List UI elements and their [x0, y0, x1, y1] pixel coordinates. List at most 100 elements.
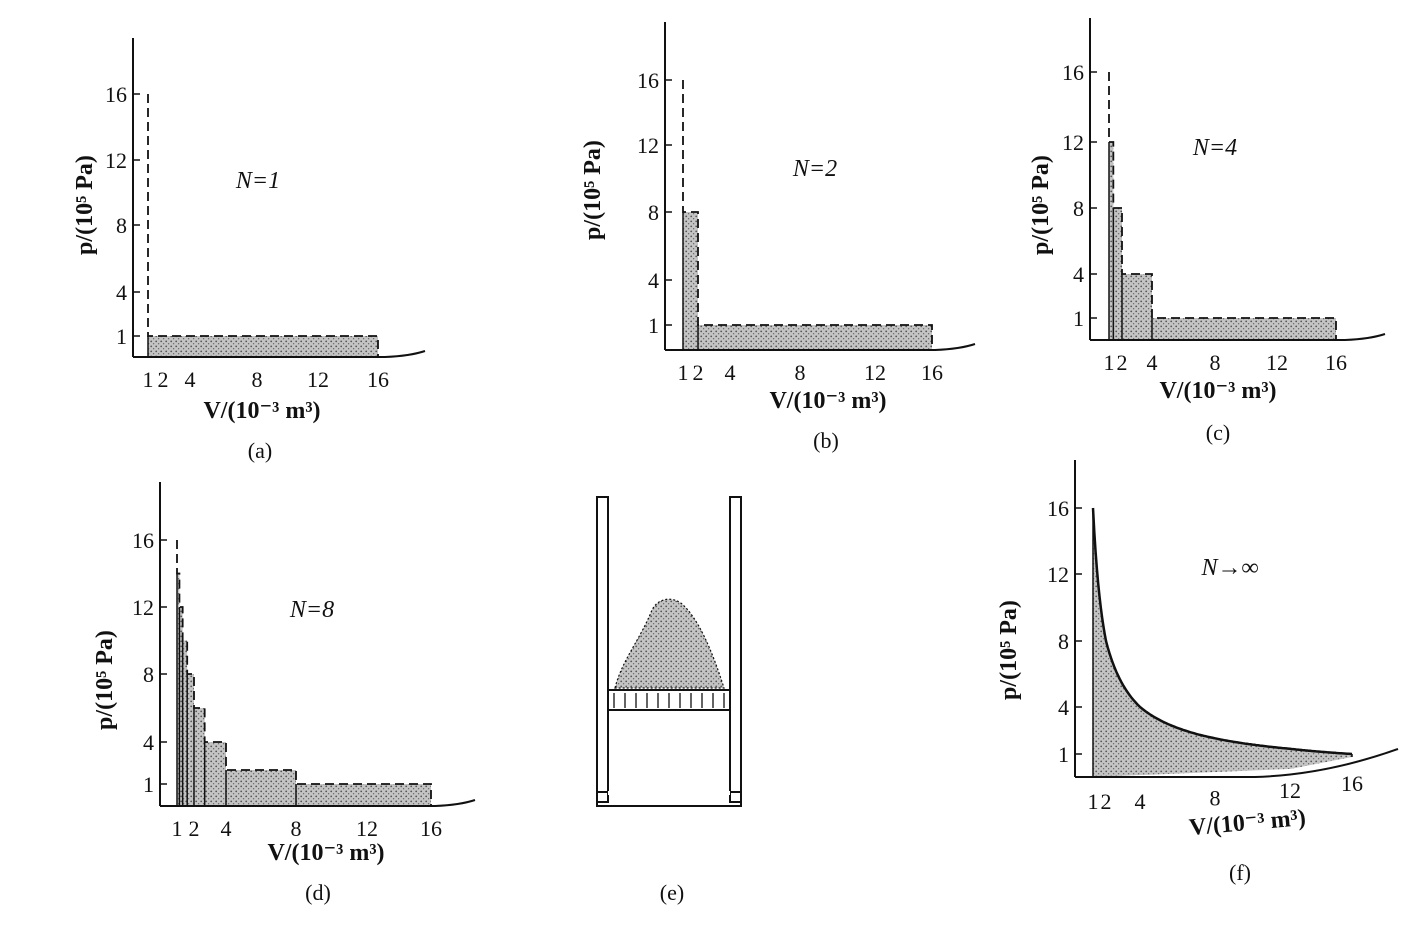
x-tick-label: 8	[795, 360, 806, 385]
x-tick-label: 2	[189, 816, 200, 841]
n-annotation: N=8	[289, 597, 334, 623]
x-axis-label: V/(10⁻³ m³)	[769, 388, 886, 414]
y-tick-label: 16	[1047, 496, 1069, 521]
panel-caption: (c)	[1206, 420, 1230, 445]
cylinder-right-wall	[729, 496, 742, 803]
x-tick-label: 12	[1279, 778, 1301, 803]
x-tick-label: 1	[1088, 789, 1099, 814]
y-tick-label: 12	[637, 133, 659, 158]
y-axis-label: p/(10⁵ Pa)	[1028, 155, 1054, 255]
x-tick-label: 16	[420, 816, 442, 841]
y-axis-label: p/(10⁵ Pa)	[996, 600, 1022, 700]
y-tick-label: 4	[648, 268, 659, 293]
x-tick-label: 12	[356, 816, 378, 841]
x-tick-label: 1	[1104, 350, 1115, 375]
x-axis-label: V/(10⁻³ m³)	[1159, 378, 1276, 404]
x-axis	[665, 343, 976, 351]
x-tick-label: 8	[291, 816, 302, 841]
work-area-fill	[1093, 508, 1352, 777]
n-annotation: N=2	[792, 156, 837, 182]
x-tick-label: 12	[1266, 350, 1288, 375]
y-tick-label: 16	[1062, 60, 1084, 85]
y-tick-label: 8	[1073, 196, 1084, 221]
x-tick-label: 16	[1341, 771, 1363, 796]
panel-caption: (f)	[1229, 860, 1251, 885]
x-axis-label: V/(10⁻³ m³)	[203, 398, 320, 424]
cylinder-base-inner	[608, 791, 730, 795]
sand-pile	[614, 598, 725, 689]
work-area-fill	[1109, 142, 1336, 340]
x-axis	[133, 350, 426, 358]
x-axis	[1090, 333, 1386, 341]
x-tick-label: 2	[158, 367, 169, 392]
x-axis-label: V/(10⁻³ m³)	[1188, 805, 1307, 841]
x-tick-label: 8	[252, 367, 263, 392]
y-tick-label: 1	[143, 772, 154, 797]
step-outline	[147, 94, 379, 357]
y-tick-label: 12	[132, 595, 154, 620]
y-tick-label: 4	[116, 280, 127, 305]
x-tick-label: 4	[725, 360, 736, 385]
y-tick-label: 4	[143, 730, 154, 755]
x-tick-label: 16	[367, 367, 389, 392]
y-tick-label: 8	[1058, 629, 1069, 654]
y-tick-label: 16	[132, 528, 154, 553]
y-tick-label: 1	[1073, 306, 1084, 331]
y-axis-label: p/(10⁵ Pa)	[92, 630, 118, 730]
y-tick-label: 16	[105, 82, 127, 107]
x-tick-label: 8	[1210, 350, 1221, 375]
x-tick-label: 1	[678, 360, 689, 385]
y-axis-label: p/(10⁵ Pa)	[580, 140, 606, 240]
panel-caption: (b)	[813, 428, 839, 453]
x-tick-label: 16	[1325, 350, 1347, 375]
y-tick-label: 8	[648, 200, 659, 225]
y-tick-label: 1	[1058, 742, 1069, 767]
x-tick-label: 2	[1101, 789, 1112, 814]
y-tick-label: 4	[1073, 262, 1084, 287]
y-tick-label: 12	[1062, 130, 1084, 155]
x-axis	[160, 799, 476, 807]
y-tick-label: 8	[116, 213, 127, 238]
x-axis	[1075, 748, 1399, 778]
panel-caption: (d)	[305, 880, 331, 905]
y-tick-label: 16	[637, 68, 659, 93]
step-outline	[176, 540, 432, 806]
x-axis-label: V/(10⁻³ m³)	[267, 840, 384, 866]
x-tick-label: 2	[693, 360, 704, 385]
x-tick-label: 4	[221, 816, 232, 841]
y-tick-label: 1	[648, 313, 659, 338]
x-tick-label: 8	[1210, 785, 1221, 810]
x-tick-label: 12	[864, 360, 886, 385]
work-area-fill	[683, 212, 932, 350]
isotherm-curve	[1091, 507, 1353, 756]
y-tick-label: 4	[1058, 695, 1069, 720]
cylinder-diagram: (e)	[596, 496, 742, 905]
work-area-fill	[148, 336, 378, 357]
cylinder-left-wall	[596, 496, 609, 803]
x-tick-label: 12	[307, 367, 329, 392]
work-area-fill	[177, 573, 431, 806]
y-tick-label: 12	[105, 148, 127, 173]
y-axis-label: p/(10⁵ Pa)	[72, 155, 98, 255]
y-tick-label: 1	[116, 324, 127, 349]
x-tick-label: 2	[1117, 350, 1128, 375]
x-tick-label: 1	[143, 367, 154, 392]
panel-caption: (e)	[660, 880, 684, 905]
panel-caption: (a)	[248, 438, 272, 463]
y-tick-label: 12	[1047, 562, 1069, 587]
x-tick-label: 1	[172, 816, 183, 841]
n-annotation: N=1	[235, 168, 280, 194]
n-annotation: N→∞	[1200, 555, 1258, 581]
n-annotation: N=4	[1192, 135, 1237, 161]
x-tick-label: 4	[1147, 350, 1158, 375]
step-outline	[682, 80, 933, 350]
y-tick-label: 8	[143, 662, 154, 687]
x-tick-label: 16	[921, 360, 943, 385]
x-tick-label: 4	[1135, 789, 1146, 814]
